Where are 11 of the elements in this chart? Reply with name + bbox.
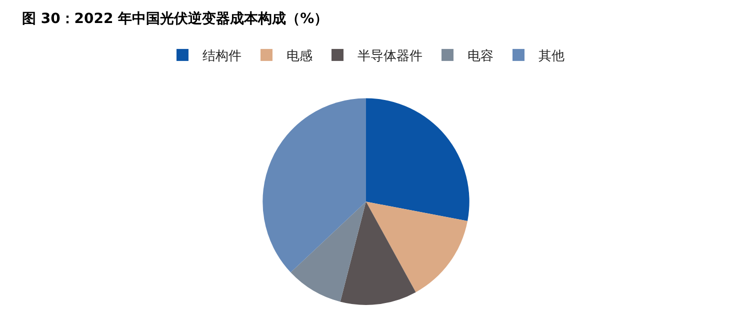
legend-label: 其他 xyxy=(538,49,564,64)
legend-label: 结构件 xyxy=(202,49,242,64)
pie-slice xyxy=(366,202,468,292)
pie-slice xyxy=(262,98,366,272)
legend-label: 半导体器件 xyxy=(358,49,422,64)
pie-slice xyxy=(366,98,470,222)
pie-slice xyxy=(290,202,366,302)
legend-label: 电容 xyxy=(468,48,494,64)
pie-slice xyxy=(340,202,416,305)
chart-title: 图 30：2022 年中国光伏逆变器成本构成（%） xyxy=(22,10,328,27)
legend-label: 电感 xyxy=(286,49,312,64)
